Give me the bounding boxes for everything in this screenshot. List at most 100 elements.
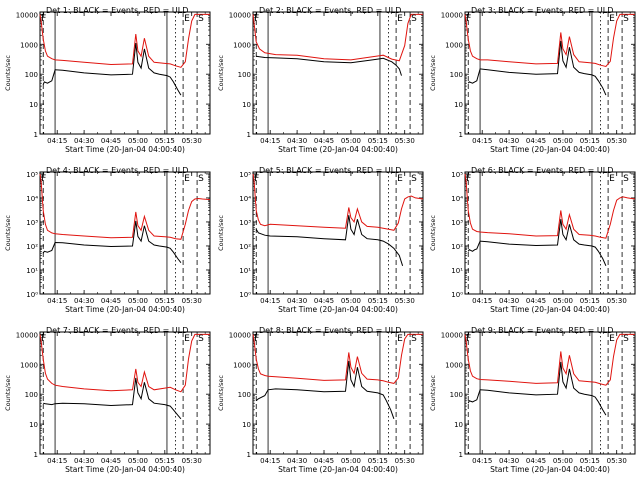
x-tick-label: 05:00 [128, 457, 148, 465]
y-tick-label: 10² [26, 243, 38, 251]
x-tick-label: 04:15 [47, 297, 67, 305]
panel-title: Det 6: BLACK = Events, RED = ULD [471, 166, 613, 175]
plot-frame [252, 331, 424, 455]
y-tick-label: 100 [450, 391, 463, 399]
marker-letter: F [41, 174, 46, 184]
x-tick-label: 05:30 [607, 457, 627, 465]
y-tick-label: 1 [459, 131, 463, 139]
x-tick-label: 05:00 [341, 457, 361, 465]
x-axis-title: Start Time (20-Jan-04 04:00:40) [490, 305, 610, 314]
x-tick-label: 05:15 [368, 457, 388, 465]
marker-letter: E [609, 14, 615, 24]
series-line-uld [39, 13, 210, 68]
marker-letter: S [623, 334, 629, 344]
panel-title: Det 3: BLACK = Events, RED = ULD [471, 6, 613, 15]
marker-letter: E [397, 334, 403, 344]
y-tick-label: 1000 [233, 41, 251, 49]
x-tick-label: 05:30 [395, 457, 415, 465]
x-axis-title: Start Time (20-Jan-04 04:00:40) [278, 145, 398, 154]
marker-letter: S [623, 174, 629, 184]
y-tick-label: 10¹ [26, 267, 38, 275]
y-tick-label: 1 [247, 131, 251, 139]
y-tick-label: 1000 [445, 361, 463, 369]
plot-frame [252, 11, 424, 135]
y-tick-label: 10⁴ [451, 195, 463, 203]
y-tick-label: 10000 [16, 331, 38, 339]
plot-frame [39, 11, 211, 135]
y-axis-title: Counts/sec [4, 375, 12, 411]
detector-panel-5: 10⁰ 10¹ 10² 10³ 10⁴ 10⁵ 04:15 04:30 04:45 05:00 05… [217, 166, 424, 314]
x-tick-label: 05:00 [341, 297, 361, 305]
x-tick-label: 04:15 [47, 137, 67, 145]
marker-letter: E [184, 174, 190, 184]
x-tick-label: 04:15 [472, 297, 492, 305]
panel-title: Det 9: BLACK = Events, RED = ULD [471, 326, 613, 335]
x-tick-label: 05:15 [580, 297, 600, 305]
x-tick-label: 04:45 [526, 297, 546, 305]
y-axis-title: Counts/sec [4, 215, 12, 251]
y-tick-label: 100 [25, 391, 38, 399]
series-line-events [43, 377, 182, 420]
x-axis-title: Start Time (20-Jan-04 04:00:40) [278, 465, 398, 474]
marker-letter: F [466, 174, 471, 184]
y-tick-label: 10000 [441, 331, 463, 339]
x-axis-title: Start Time (20-Jan-04 04:00:40) [65, 305, 185, 314]
x-tick-label: 04:30 [287, 297, 307, 305]
x-tick-label: 05:00 [341, 137, 361, 145]
y-tick-label: 10⁰ [26, 291, 38, 299]
x-tick-label: 04:30 [499, 297, 519, 305]
marker-letter: E [609, 334, 615, 344]
series-line-events [42, 42, 182, 96]
x-tick-label: 05:00 [553, 297, 573, 305]
y-tick-label: 10² [451, 243, 463, 251]
x-tick-label: 05:00 [553, 457, 573, 465]
x-tick-label: 05:00 [553, 137, 573, 145]
marker-letter: F [254, 14, 259, 24]
panel-title: Det 4: BLACK = Events, RED = ULD [46, 166, 188, 175]
x-tick-label: 05:30 [182, 457, 202, 465]
marker-letter: F [466, 334, 471, 344]
x-tick-label: 04:30 [74, 457, 94, 465]
y-tick-label: 10 [29, 101, 38, 109]
y-tick-label: 10¹ [239, 267, 251, 275]
series-line-events [42, 220, 182, 264]
y-tick-label: 10 [29, 421, 38, 429]
y-tick-label: 10³ [451, 219, 463, 227]
panel-title: Det 7: BLACK = Events, RED = ULD [46, 326, 188, 335]
x-tick-label: 04:30 [74, 137, 94, 145]
x-tick-label: 05:15 [580, 457, 600, 465]
marker-letter: S [623, 14, 629, 24]
marker-letter: S [411, 14, 417, 24]
y-tick-label: 10 [242, 101, 251, 109]
y-tick-label: 1 [34, 131, 38, 139]
x-tick-label: 04:30 [74, 297, 94, 305]
x-tick-label: 05:30 [395, 137, 415, 145]
y-tick-label: 100 [238, 71, 251, 79]
y-tick-label: 10⁵ [451, 171, 463, 179]
x-tick-label: 05:15 [155, 297, 175, 305]
detector-panel-2: 1 10 100 1000 10000 04:15 04:30 04:45 05:00 05:15… [217, 6, 424, 154]
y-tick-label: 10⁵ [239, 171, 251, 179]
y-axis-title: Counts/sec [429, 375, 437, 411]
x-axis-title: Start Time (20-Jan-04 04:00:40) [65, 145, 185, 154]
y-tick-label: 10000 [229, 331, 251, 339]
detector-panel-3: 1 10 100 1000 10000 04:15 04:30 04:45 05:00 05:15… [429, 6, 636, 154]
x-tick-label: 04:45 [101, 137, 121, 145]
y-tick-label: 10000 [16, 11, 38, 19]
x-tick-label: 05:15 [155, 457, 175, 465]
x-axis-title: Start Time (20-Jan-04 04:00:40) [278, 305, 398, 314]
marker-letter: S [198, 334, 204, 344]
panel-title: Det 2: BLACK = Events, RED = ULD [259, 6, 401, 15]
detector-panel-8: 1 10 100 1000 10000 04:15 04:30 04:45 05:00 05:15… [217, 326, 424, 474]
detector-panel-1: 1 10 100 1000 10000 04:15 04:30 04:45 05:00 05:15… [4, 6, 211, 154]
y-tick-label: 10³ [239, 219, 251, 227]
x-tick-label: 04:30 [499, 457, 519, 465]
marker-letter: F [254, 174, 259, 184]
series-line-uld [39, 333, 210, 393]
x-tick-label: 05:30 [607, 137, 627, 145]
marker-letter: F [41, 14, 46, 24]
series-line-uld [252, 173, 424, 231]
x-tick-label: 04:45 [526, 137, 546, 145]
x-axis-title: Start Time (20-Jan-04 04:00:40) [65, 465, 185, 474]
